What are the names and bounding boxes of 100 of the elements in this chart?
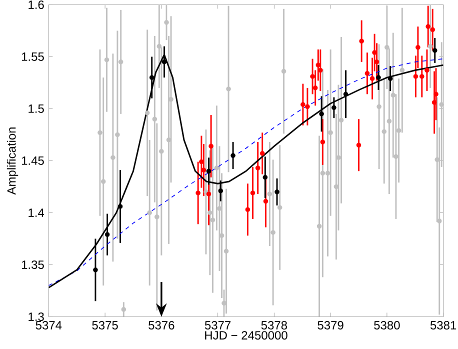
y-tick-label: 1.6	[28, 0, 44, 9]
point	[436, 218, 442, 224]
point	[343, 92, 348, 97]
point	[156, 44, 162, 49]
y-tick-label: 1.55	[22, 52, 44, 61]
point	[262, 174, 268, 180]
point	[121, 307, 126, 312]
point	[416, 44, 420, 50]
y-tick-label: 1.5	[28, 104, 44, 113]
point	[305, 104, 310, 110]
point	[338, 118, 344, 123]
x-tick-label: 5378	[261, 320, 287, 330]
point	[277, 205, 282, 210]
point	[318, 68, 323, 73]
point	[196, 190, 200, 196]
point	[439, 102, 444, 107]
point	[208, 210, 212, 216]
point	[325, 170, 330, 176]
point	[316, 224, 322, 229]
point	[384, 44, 390, 50]
point	[210, 218, 216, 222]
point	[376, 104, 382, 110]
point	[118, 60, 124, 64]
x-tick-label: 5377	[204, 320, 231, 330]
x-tick-label: 5380	[374, 320, 400, 330]
point	[274, 190, 280, 194]
point	[270, 230, 276, 235]
y-tick-label: 1.35	[22, 260, 44, 269]
point	[434, 92, 438, 97]
point	[230, 153, 236, 158]
point	[93, 268, 98, 272]
point	[245, 207, 250, 212]
point	[218, 188, 224, 194]
point	[413, 74, 418, 79]
point	[396, 128, 402, 133]
point	[320, 140, 326, 144]
point	[426, 24, 431, 29]
point	[281, 68, 286, 74]
point	[428, 44, 433, 49]
point	[319, 112, 324, 116]
y-axis-title: Amplification	[6, 128, 18, 195]
point	[332, 105, 336, 110]
point	[100, 179, 106, 184]
point	[206, 168, 212, 174]
point	[394, 154, 398, 159]
point	[260, 151, 265, 156]
point	[382, 129, 387, 134]
point	[372, 50, 377, 55]
point	[310, 74, 315, 79]
point	[430, 27, 436, 32]
point	[144, 110, 150, 116]
x-tick-label: 5379	[318, 320, 344, 330]
point	[263, 198, 268, 204]
point	[300, 102, 306, 107]
point	[104, 232, 110, 237]
point	[370, 76, 375, 81]
point	[147, 210, 152, 216]
point	[104, 57, 110, 62]
x-axis-title: HJD − 2450000	[205, 331, 288, 340]
point	[152, 116, 158, 122]
point	[159, 148, 164, 154]
point	[250, 190, 256, 196]
point	[149, 75, 154, 80]
point	[312, 86, 318, 90]
point	[390, 92, 396, 98]
point	[336, 155, 341, 160]
point	[110, 155, 116, 160]
point	[419, 74, 424, 79]
point	[162, 60, 167, 64]
point	[267, 192, 272, 196]
point	[356, 142, 362, 148]
point	[118, 204, 123, 209]
point	[424, 68, 430, 73]
point	[320, 170, 326, 176]
x-tick-label: 5374	[36, 320, 62, 330]
x-tick-label: 5376	[148, 320, 174, 330]
point	[432, 48, 438, 53]
x-tick-label: 5375	[92, 320, 118, 330]
y-tick-label: 1.4	[28, 208, 44, 217]
point	[328, 130, 333, 136]
point	[154, 214, 160, 220]
y-tick-label: 1.3	[28, 312, 44, 321]
point	[400, 68, 405, 73]
point	[388, 76, 393, 81]
y-tick-label: 1.45	[22, 156, 44, 165]
x-tick-label: 5381	[430, 320, 456, 330]
point	[224, 248, 229, 254]
point	[208, 144, 214, 149]
point	[115, 132, 120, 138]
point	[206, 192, 212, 196]
point	[226, 86, 231, 92]
point	[364, 70, 370, 76]
point	[214, 166, 220, 170]
point	[386, 118, 392, 124]
point	[359, 38, 364, 44]
point	[164, 20, 169, 25]
point	[376, 75, 381, 80]
point	[432, 100, 437, 105]
point	[255, 166, 260, 170]
point	[98, 130, 102, 136]
